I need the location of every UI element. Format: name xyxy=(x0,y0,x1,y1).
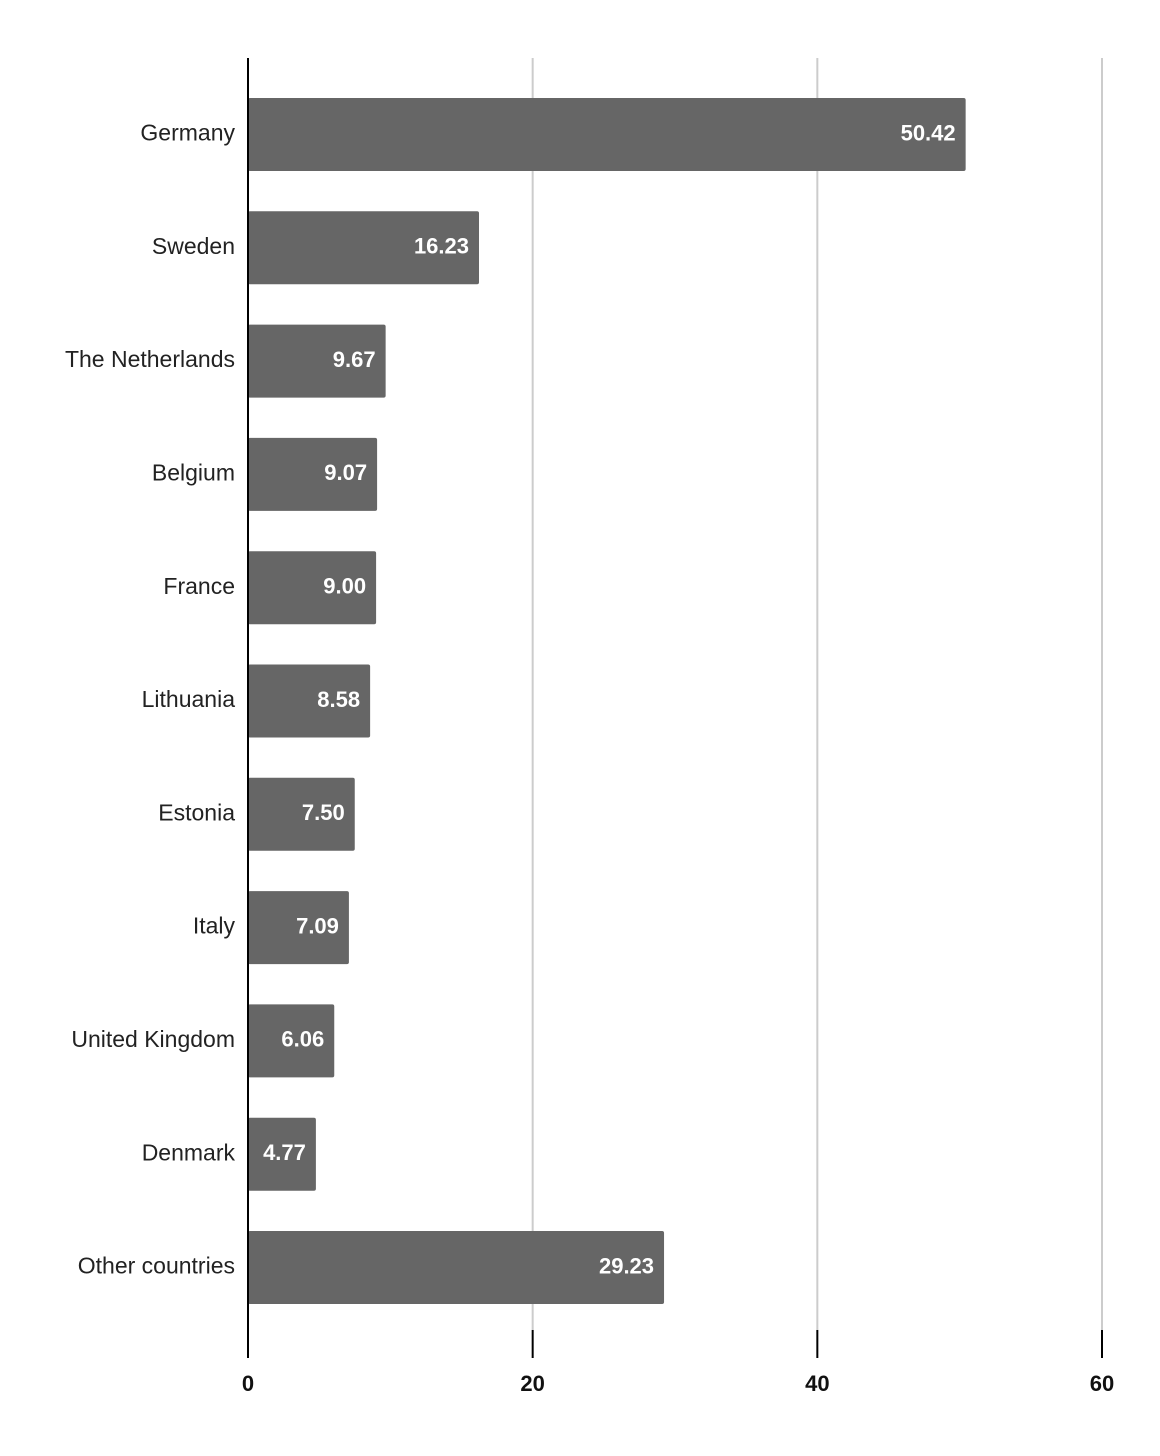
x-tick-label: 20 xyxy=(520,1371,544,1396)
category-label: Other countries xyxy=(78,1253,235,1279)
gridlines xyxy=(531,58,1103,1330)
category-label: Italy xyxy=(193,913,236,939)
labels: 0 20 40 60 Germany 50.42 Sweden 16.23 The Nether… xyxy=(65,120,1114,1396)
value-label: 4.77 xyxy=(263,1140,306,1165)
category-label: Estonia xyxy=(158,799,235,825)
bars xyxy=(248,98,966,1304)
bar-italy xyxy=(248,891,349,965)
bar-sweden xyxy=(248,211,480,285)
value-label: 6.06 xyxy=(281,1027,324,1052)
value-label: 7.50 xyxy=(302,800,345,825)
bar-other-countries xyxy=(248,1231,665,1304)
x-tick-label: 0 xyxy=(242,1371,254,1396)
x-tick-label: 40 xyxy=(805,1371,829,1396)
value-label: 7.09 xyxy=(296,913,339,938)
category-label: The Netherlands xyxy=(65,346,235,372)
value-label: 50.42 xyxy=(901,120,956,145)
category-label: Germany xyxy=(140,120,235,146)
value-label: 16.23 xyxy=(414,234,469,259)
value-label: 9.67 xyxy=(333,347,376,372)
bar-denmark xyxy=(248,1117,316,1191)
category-label: Denmark xyxy=(142,1139,236,1165)
category-label: Belgium xyxy=(152,459,235,485)
category-label: France xyxy=(163,573,235,599)
bar-germany xyxy=(248,98,966,171)
category-label: United Kingdom xyxy=(71,1026,235,1052)
axes xyxy=(247,58,1103,1358)
value-label: 8.58 xyxy=(317,687,360,712)
category-label: Sweden xyxy=(152,233,235,259)
bar-france xyxy=(248,551,377,625)
value-label: 29.23 xyxy=(599,1253,654,1278)
bar-estonia xyxy=(248,777,355,851)
value-label: 9.00 xyxy=(323,574,366,599)
x-tick-label: 60 xyxy=(1090,1371,1114,1396)
category-label: Lithuania xyxy=(142,686,236,712)
bar-united-kingdom xyxy=(248,1004,335,1078)
bar-the-netherlands xyxy=(248,324,386,398)
bar-lithuania xyxy=(248,664,371,738)
bar-belgium xyxy=(248,437,378,511)
value-label: 9.07 xyxy=(324,460,367,485)
